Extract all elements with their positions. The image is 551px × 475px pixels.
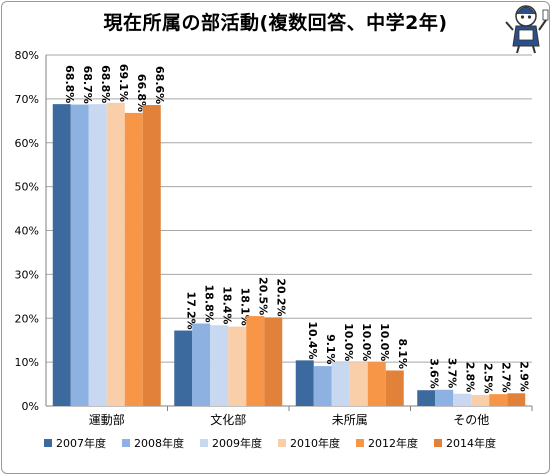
chart-title: 現在所属の部活動(複数回答、中学2年) <box>103 12 448 34</box>
y-tick-label: 50% <box>15 181 39 194</box>
bar <box>453 393 472 406</box>
data-label: 2.9% <box>517 361 530 392</box>
bar <box>489 394 508 406</box>
data-label: 68.6% <box>153 66 166 104</box>
bar <box>142 105 161 406</box>
data-label: 10.0% <box>342 323 355 361</box>
data-label: 18.4% <box>220 286 233 324</box>
data-label: 69.1% <box>117 64 130 102</box>
bar <box>507 393 526 406</box>
legend-swatch <box>278 439 286 447</box>
bar <box>264 317 283 406</box>
y-tick-label: 20% <box>15 312 39 325</box>
y-tick-label: 40% <box>15 225 39 238</box>
bar <box>52 104 71 406</box>
y-tick-label: 0% <box>22 400 39 413</box>
bar <box>106 102 125 406</box>
mascot-logo <box>505 5 549 54</box>
bar <box>246 316 265 406</box>
data-label: 17.2% <box>184 292 197 330</box>
data-label: 3.6% <box>427 358 440 389</box>
legend-swatch <box>200 439 208 447</box>
x-category-label: 未所属 <box>332 413 368 427</box>
bar <box>313 366 332 406</box>
legend-swatch <box>44 439 52 447</box>
data-label: 2.8% <box>463 362 476 393</box>
legend-swatch <box>122 439 130 447</box>
legend-label: 2008年度 <box>134 436 184 450</box>
data-label: 66.8% <box>135 74 148 112</box>
y-tick-label: 60% <box>15 137 39 150</box>
data-label: 68.8% <box>63 65 76 103</box>
y-tick-label: 30% <box>15 268 39 281</box>
x-category-label: 文化部 <box>210 412 246 427</box>
bar <box>295 360 314 406</box>
data-label: 8.1% <box>396 338 409 369</box>
bar <box>210 325 229 406</box>
legend-swatch <box>434 439 442 447</box>
bar <box>435 389 454 406</box>
data-label: 68.7% <box>81 66 94 104</box>
bar <box>349 362 368 406</box>
bar <box>471 395 490 406</box>
bar <box>385 370 404 406</box>
y-tick-label: 70% <box>15 93 39 106</box>
x-category-label: 運動部 <box>89 412 125 427</box>
legend-label: 2010年度 <box>290 436 340 450</box>
x-category-label: その他 <box>453 413 489 427</box>
data-label: 3.7% <box>445 358 458 389</box>
bar <box>331 362 350 406</box>
data-label: 2.7% <box>499 362 512 393</box>
data-label: 10.4% <box>306 321 319 359</box>
y-tick-label: 10% <box>15 356 39 369</box>
bar <box>70 104 89 407</box>
data-label: 10.0% <box>360 323 373 361</box>
legend-swatch <box>356 439 364 447</box>
bar <box>228 326 247 406</box>
data-label: 68.8% <box>99 65 112 103</box>
data-label: 20.5% <box>256 277 269 315</box>
legend-label: 2007年度 <box>56 436 106 450</box>
bar <box>192 323 211 406</box>
legend-label: 2009年度 <box>212 436 262 450</box>
bar <box>124 112 143 406</box>
data-label: 10.0% <box>378 323 391 361</box>
data-label: 2.5% <box>481 363 494 394</box>
bar <box>367 362 386 406</box>
legend-label: 2012年度 <box>368 436 418 450</box>
bar <box>174 330 193 406</box>
bar <box>417 390 436 406</box>
data-label: 20.2% <box>274 278 287 316</box>
legend-label: 2014年度 <box>446 436 496 450</box>
bar <box>88 104 107 406</box>
y-tick-label: 80% <box>15 49 39 62</box>
data-label: 9.1% <box>324 334 337 365</box>
data-label: 18.8% <box>202 285 215 323</box>
